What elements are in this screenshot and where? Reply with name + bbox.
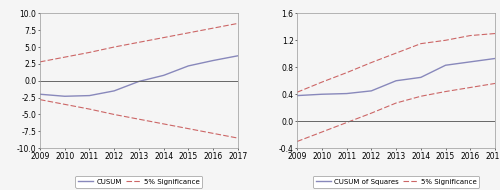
CUSUM — [186, 65, 192, 67]
CUSUM of Squares — [468, 61, 473, 63]
5% Significance — [344, 71, 349, 74]
5% Significance — [111, 46, 117, 48]
CUSUM of Squares — [319, 93, 325, 95]
CUSUM of Squares — [418, 76, 424, 78]
Line: 5% Significance: 5% Significance — [40, 23, 238, 62]
5% Significance — [393, 52, 399, 54]
5% Significance — [442, 39, 448, 41]
5% Significance — [319, 81, 325, 83]
5% Significance — [160, 36, 166, 39]
CUSUM — [62, 95, 68, 97]
CUSUM of Squares — [294, 94, 300, 97]
5% Significance — [294, 91, 300, 93]
CUSUM — [160, 74, 166, 77]
5% Significance — [86, 51, 92, 54]
5% Significance — [37, 61, 43, 63]
5% Significance — [468, 34, 473, 37]
5% Significance — [235, 22, 241, 25]
CUSUM — [37, 93, 43, 95]
5% Significance — [418, 43, 424, 45]
Line: 5% Significance: 5% Significance — [297, 33, 495, 92]
Legend: CUSUM, 5% Significance: CUSUM, 5% Significance — [76, 176, 202, 188]
CUSUM of Squares — [344, 92, 349, 95]
CUSUM of Squares — [368, 90, 374, 92]
CUSUM of Squares — [442, 64, 448, 66]
CUSUM of Squares — [492, 57, 498, 60]
Line: CUSUM of Squares: CUSUM of Squares — [297, 59, 495, 96]
Legend: CUSUM of Squares, 5% Significance: CUSUM of Squares, 5% Significance — [313, 176, 480, 188]
Line: CUSUM: CUSUM — [40, 56, 238, 96]
CUSUM of Squares — [393, 80, 399, 82]
CUSUM — [235, 55, 241, 57]
5% Significance — [186, 32, 192, 34]
5% Significance — [492, 32, 498, 35]
5% Significance — [136, 41, 142, 44]
5% Significance — [368, 61, 374, 64]
CUSUM — [111, 90, 117, 92]
5% Significance — [62, 56, 68, 58]
CUSUM — [136, 80, 142, 83]
CUSUM — [86, 94, 92, 97]
CUSUM — [210, 59, 216, 62]
5% Significance — [210, 27, 216, 29]
